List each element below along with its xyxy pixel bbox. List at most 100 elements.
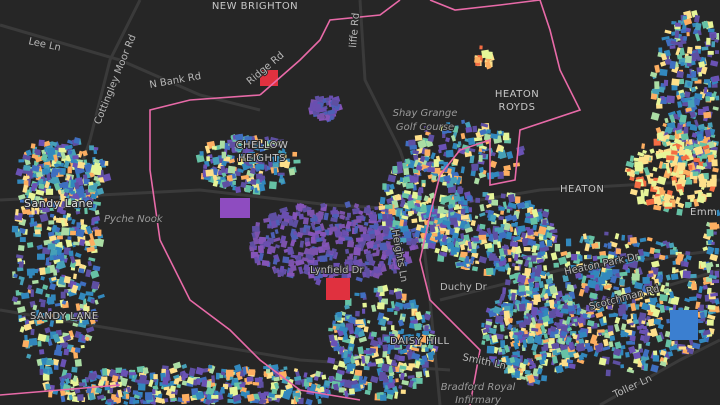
building bbox=[552, 349, 558, 356]
building bbox=[528, 260, 533, 268]
building bbox=[321, 238, 327, 246]
building bbox=[555, 294, 560, 302]
building bbox=[258, 252, 264, 262]
building bbox=[338, 236, 346, 242]
building bbox=[393, 354, 400, 361]
building bbox=[706, 37, 711, 45]
building bbox=[710, 33, 715, 41]
building bbox=[91, 218, 95, 226]
building bbox=[469, 256, 475, 265]
building bbox=[330, 339, 338, 347]
building bbox=[339, 210, 346, 216]
building bbox=[394, 342, 400, 348]
building bbox=[499, 324, 505, 332]
building bbox=[319, 231, 327, 238]
building bbox=[656, 291, 660, 296]
building bbox=[707, 122, 713, 128]
building bbox=[255, 221, 261, 227]
building bbox=[255, 163, 265, 170]
building bbox=[48, 384, 55, 391]
building bbox=[470, 219, 476, 227]
building bbox=[536, 258, 544, 264]
building bbox=[47, 313, 56, 319]
building bbox=[395, 378, 399, 383]
building bbox=[433, 159, 439, 167]
building bbox=[647, 289, 655, 296]
building bbox=[366, 240, 374, 248]
building bbox=[364, 389, 371, 395]
building bbox=[474, 215, 479, 220]
building bbox=[551, 342, 560, 350]
building bbox=[644, 298, 651, 303]
building bbox=[407, 375, 415, 379]
building bbox=[72, 322, 79, 328]
building bbox=[514, 370, 521, 379]
building bbox=[22, 209, 31, 215]
building bbox=[427, 342, 434, 350]
building bbox=[386, 358, 393, 365]
building bbox=[25, 149, 32, 157]
building bbox=[506, 358, 512, 363]
building bbox=[26, 268, 35, 276]
building bbox=[516, 273, 527, 284]
building bbox=[399, 365, 408, 371]
building bbox=[539, 240, 546, 248]
building bbox=[491, 334, 499, 343]
building bbox=[211, 375, 216, 383]
building bbox=[125, 393, 130, 399]
building bbox=[439, 227, 447, 232]
building bbox=[301, 257, 309, 262]
building bbox=[560, 308, 569, 314]
building bbox=[618, 278, 626, 286]
building bbox=[654, 278, 660, 285]
building bbox=[639, 334, 645, 341]
building bbox=[205, 386, 215, 397]
building bbox=[366, 320, 371, 324]
building bbox=[244, 184, 252, 193]
building bbox=[328, 375, 334, 382]
building bbox=[42, 140, 51, 147]
building bbox=[460, 215, 469, 220]
building bbox=[543, 343, 549, 350]
building bbox=[101, 376, 108, 381]
building bbox=[46, 147, 56, 156]
building bbox=[576, 358, 585, 365]
building bbox=[374, 228, 380, 236]
building bbox=[481, 340, 486, 346]
building bbox=[59, 377, 66, 386]
building bbox=[665, 166, 671, 174]
building bbox=[425, 370, 430, 378]
building bbox=[195, 366, 204, 376]
building bbox=[709, 178, 717, 187]
building bbox=[464, 121, 472, 129]
building bbox=[40, 276, 45, 281]
building bbox=[631, 273, 640, 281]
building bbox=[85, 269, 92, 278]
building bbox=[670, 40, 679, 46]
building bbox=[387, 174, 397, 183]
building bbox=[364, 261, 372, 266]
building bbox=[31, 207, 35, 215]
building bbox=[72, 154, 79, 160]
building bbox=[631, 298, 636, 305]
building bbox=[32, 304, 38, 311]
building bbox=[37, 340, 42, 347]
building bbox=[60, 394, 66, 403]
building bbox=[487, 193, 495, 200]
building bbox=[326, 278, 350, 300]
building bbox=[580, 352, 588, 358]
building bbox=[117, 389, 123, 398]
building bbox=[527, 239, 537, 247]
building bbox=[176, 383, 182, 389]
building bbox=[70, 230, 76, 236]
building bbox=[600, 295, 610, 305]
building bbox=[221, 180, 231, 189]
building bbox=[379, 318, 386, 326]
building bbox=[471, 266, 479, 272]
building bbox=[88, 238, 96, 247]
building bbox=[36, 244, 44, 250]
building bbox=[290, 254, 299, 259]
building bbox=[698, 161, 704, 167]
building bbox=[79, 382, 86, 387]
building bbox=[34, 196, 41, 204]
